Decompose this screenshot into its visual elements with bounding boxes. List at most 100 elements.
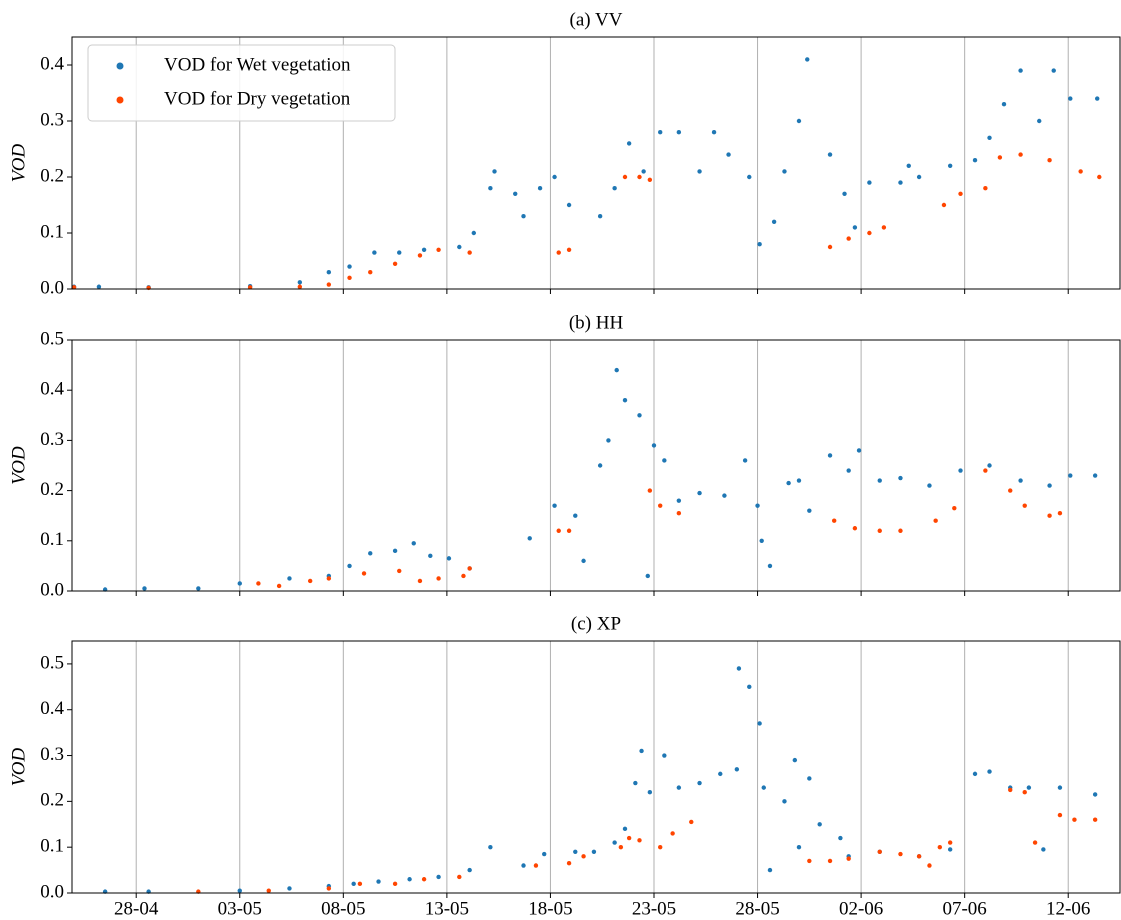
data-point — [846, 468, 851, 473]
data-point — [658, 130, 663, 135]
data-point — [527, 536, 532, 541]
data-point — [1018, 152, 1023, 157]
data-point — [614, 367, 619, 373]
data-point — [937, 844, 943, 850]
data-point — [807, 858, 812, 864]
data-point — [827, 152, 833, 157]
data-point — [552, 503, 557, 508]
data-point — [351, 881, 356, 887]
data-point — [1022, 790, 1027, 795]
data-point — [533, 863, 539, 868]
data-point — [856, 448, 862, 453]
data-point — [757, 721, 762, 726]
data-point — [734, 767, 740, 772]
data-point — [247, 285, 253, 290]
data-point — [852, 526, 858, 531]
data-point — [411, 541, 416, 546]
data-point — [142, 586, 147, 591]
data-point — [805, 57, 810, 62]
data-point — [817, 822, 822, 827]
data-point — [726, 152, 731, 157]
data-point — [637, 174, 642, 180]
data-point — [622, 398, 628, 403]
data-point — [368, 551, 373, 556]
data-point — [755, 503, 760, 508]
data-point — [916, 174, 922, 180]
data-point — [761, 785, 766, 790]
x-tick-label: 07-06 — [942, 898, 986, 919]
data-point — [457, 244, 462, 250]
data-point — [513, 191, 518, 196]
y-axis-label: VOD — [8, 747, 29, 786]
chart-title: (a) VV — [570, 9, 623, 30]
y-tick-label: 0.0 — [40, 277, 64, 298]
data-point — [1047, 513, 1052, 518]
data-point — [326, 282, 332, 287]
data-point — [1095, 96, 1100, 101]
data-point — [1092, 792, 1098, 797]
data-point — [287, 576, 292, 581]
data-point — [689, 819, 694, 825]
data-point — [196, 586, 201, 591]
data-point — [1008, 787, 1013, 793]
data-point — [782, 169, 787, 174]
data-point — [1001, 102, 1007, 107]
data-point — [796, 844, 802, 850]
data-point — [622, 826, 628, 832]
legend-label: VOD for Wet vegetation — [164, 54, 351, 75]
data-point — [1097, 174, 1102, 180]
legend-marker — [116, 96, 124, 104]
data-point — [256, 581, 261, 586]
data-point — [987, 463, 992, 468]
x-tick-label: 12-06 — [1046, 898, 1090, 919]
data-point — [417, 578, 423, 584]
data-point — [831, 518, 837, 523]
data-point — [947, 840, 953, 845]
data-point — [421, 877, 427, 882]
data-point — [237, 581, 242, 586]
y-tick-label: 0.5 — [40, 328, 64, 349]
data-point — [997, 155, 1003, 160]
data-point — [581, 558, 586, 564]
x-tick-label: 23-05 — [632, 898, 676, 919]
data-point — [597, 214, 603, 219]
data-point — [581, 854, 586, 859]
data-point — [952, 505, 957, 511]
legend-box — [87, 44, 396, 122]
data-point — [297, 280, 303, 285]
y-tick-label: 0.4 — [40, 53, 64, 74]
data-point — [1032, 840, 1038, 845]
data-point — [877, 849, 882, 854]
data-point — [676, 510, 682, 516]
data-point — [647, 488, 653, 493]
data-point — [927, 483, 932, 488]
y-tick-label: 0.4 — [40, 379, 64, 400]
data-point — [972, 771, 978, 777]
data-point — [792, 757, 798, 763]
data-point — [827, 858, 833, 864]
data-point — [711, 130, 717, 135]
data-point — [662, 753, 667, 758]
data-point — [417, 253, 423, 258]
data-point — [376, 879, 381, 884]
data-point — [1057, 785, 1063, 790]
y-axis-label: VOD — [8, 143, 29, 182]
data-point — [947, 847, 953, 852]
data-point — [898, 851, 903, 857]
x-tick-label: 18-05 — [528, 898, 572, 919]
data-point — [987, 769, 992, 774]
data-point — [618, 844, 624, 850]
data-point — [658, 503, 663, 508]
legend-marker — [116, 62, 124, 70]
data-point — [392, 261, 398, 266]
data-point — [676, 130, 682, 135]
data-point — [807, 508, 812, 513]
data-point — [392, 548, 398, 554]
data-point — [722, 493, 727, 498]
data-point — [906, 163, 911, 168]
data-point — [637, 838, 642, 843]
y-tick-label: 0.3 — [40, 744, 64, 765]
data-point — [697, 169, 702, 174]
data-point — [566, 861, 572, 866]
data-point — [392, 881, 398, 887]
